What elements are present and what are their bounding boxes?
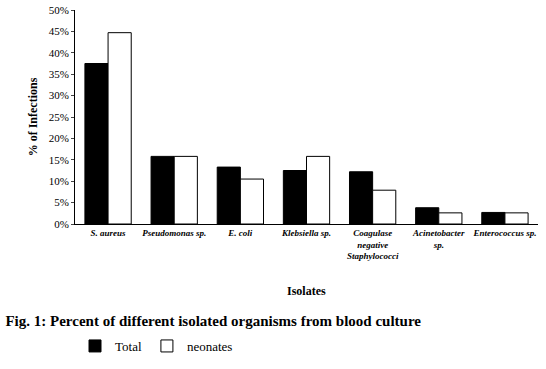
svg-text:25%: 25%: [49, 111, 69, 123]
svg-text:15%: 15%: [49, 154, 69, 166]
svg-text:35%: 35%: [49, 68, 69, 80]
svg-text:neonates: neonates: [187, 339, 232, 354]
svg-text:20%: 20%: [49, 132, 69, 144]
svg-text:CoagulasenegativeStaphylococci: CoagulasenegativeStaphylococci: [347, 228, 399, 261]
svg-text:E. coli: E. coli: [227, 228, 252, 238]
svg-text:S. aureus: S. aureus: [91, 228, 127, 238]
svg-text:50%: 50%: [49, 4, 69, 16]
svg-text:Pseudomonas sp.: Pseudomonas sp.: [142, 228, 206, 238]
svg-text:Klebsiella sp.: Klebsiella sp.: [281, 228, 331, 238]
svg-text:Fig. 1: Percent of different i: Fig. 1: Percent of different isolated or…: [5, 313, 421, 329]
svg-text:Isolates: Isolates: [287, 284, 326, 298]
svg-text:Acinetobactersp.: Acinetobactersp.: [412, 228, 465, 250]
svg-text:5%: 5%: [54, 196, 69, 208]
svg-text:30%: 30%: [49, 89, 69, 101]
svg-text:0%: 0%: [54, 218, 69, 230]
svg-text:40%: 40%: [49, 47, 69, 59]
svg-text:45%: 45%: [49, 25, 69, 37]
svg-text:Total: Total: [115, 339, 142, 354]
svg-text:% of Infections: % of Infections: [26, 77, 40, 156]
svg-text:10%: 10%: [49, 175, 69, 187]
svg-text:Enterococcus sp.: Enterococcus sp.: [472, 228, 536, 238]
